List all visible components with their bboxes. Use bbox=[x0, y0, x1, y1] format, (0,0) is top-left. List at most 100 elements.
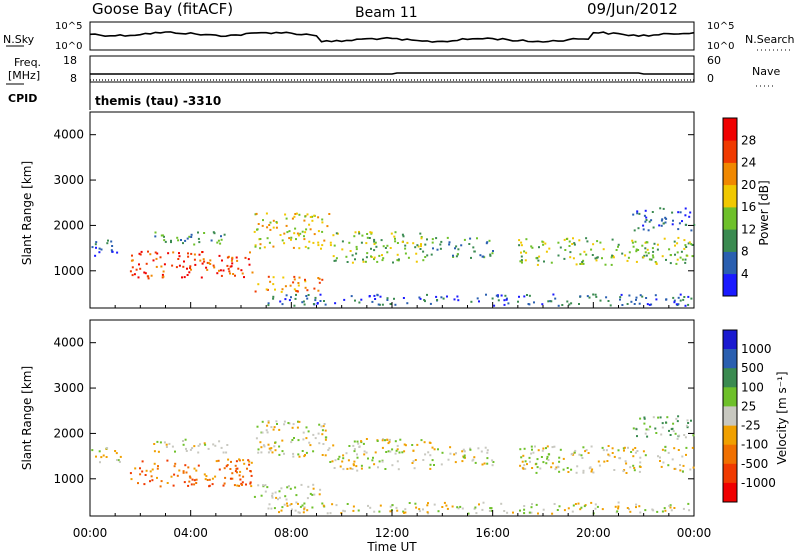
range-cell bbox=[331, 460, 334, 463]
range-cell bbox=[373, 243, 376, 245]
range-cell bbox=[94, 243, 97, 246]
range-cell bbox=[321, 429, 324, 432]
range-cell bbox=[595, 295, 598, 298]
range-cell bbox=[273, 507, 276, 510]
range-cell bbox=[278, 428, 281, 431]
range-cell bbox=[292, 423, 295, 426]
range-cell bbox=[628, 251, 631, 254]
range-cell bbox=[386, 299, 389, 301]
range-cell bbox=[677, 211, 680, 214]
range-cell bbox=[607, 453, 610, 456]
range-cell bbox=[407, 256, 410, 259]
range-cell bbox=[469, 447, 472, 450]
range-cell bbox=[294, 486, 297, 489]
range-cell bbox=[547, 300, 550, 303]
range-cell bbox=[102, 454, 105, 457]
range-cell bbox=[636, 212, 639, 215]
power-colorbar-label: Power [dB] bbox=[757, 180, 771, 245]
range-cell bbox=[455, 255, 458, 258]
range-cell bbox=[412, 242, 415, 245]
range-cell bbox=[182, 265, 185, 268]
range-cell bbox=[512, 511, 514, 514]
range-cell bbox=[264, 490, 267, 493]
range-cell bbox=[492, 461, 495, 463]
range-cell bbox=[638, 212, 641, 215]
range-cell bbox=[248, 460, 251, 463]
range-cell bbox=[674, 253, 676, 256]
range-cell bbox=[436, 299, 439, 301]
range-cell bbox=[116, 459, 119, 461]
range-cell bbox=[691, 244, 694, 246]
range-cell bbox=[95, 241, 98, 244]
range-cell bbox=[272, 295, 275, 298]
range-cell bbox=[575, 263, 578, 266]
range-cell bbox=[296, 232, 299, 235]
range-cell bbox=[655, 432, 658, 434]
range-cell bbox=[248, 463, 251, 466]
range-cell bbox=[254, 245, 257, 248]
range-cell bbox=[524, 259, 527, 262]
range-cell bbox=[411, 444, 414, 446]
range-cell bbox=[363, 450, 366, 453]
range-cell bbox=[347, 459, 350, 462]
range-cell bbox=[642, 450, 645, 453]
range-cell bbox=[579, 295, 582, 298]
range-cell bbox=[324, 429, 327, 432]
range-cell bbox=[581, 457, 584, 459]
range-cell bbox=[265, 288, 268, 291]
range-cell bbox=[622, 447, 625, 450]
range-cell bbox=[195, 482, 198, 484]
range-cell bbox=[557, 241, 560, 244]
range-cell bbox=[645, 254, 648, 257]
range-cell bbox=[137, 276, 140, 279]
range-cell bbox=[144, 272, 147, 275]
range-cell bbox=[528, 511, 531, 514]
x-tick-label: 00:00 bbox=[73, 526, 108, 540]
range-cell bbox=[248, 263, 251, 266]
range-cell bbox=[326, 512, 329, 515]
range-cell bbox=[358, 232, 361, 235]
range-cell bbox=[244, 256, 247, 259]
colorbar-swatch bbox=[723, 251, 737, 275]
range-cell bbox=[298, 247, 301, 250]
range-cell bbox=[369, 231, 372, 234]
range-cell bbox=[305, 228, 308, 231]
range-cell bbox=[519, 464, 522, 467]
range-cell bbox=[455, 245, 458, 248]
range-cell bbox=[312, 241, 315, 244]
range-cell bbox=[523, 505, 526, 507]
range-cell bbox=[214, 444, 217, 447]
range-cell bbox=[579, 253, 582, 256]
range-cell bbox=[239, 470, 242, 473]
range-cell bbox=[523, 447, 526, 450]
range-cell bbox=[495, 294, 498, 297]
range-cell bbox=[656, 510, 659, 513]
range-cell bbox=[684, 304, 687, 307]
range-cell bbox=[287, 422, 290, 424]
range-cell bbox=[582, 259, 585, 262]
range-cell bbox=[303, 502, 306, 505]
range-cell bbox=[500, 502, 503, 505]
range-cell bbox=[260, 451, 263, 454]
range-cell bbox=[220, 446, 223, 449]
range-cell bbox=[367, 457, 369, 460]
range-cell bbox=[433, 448, 436, 451]
range-cell bbox=[275, 420, 278, 423]
range-cell bbox=[519, 260, 522, 263]
range-cell bbox=[95, 455, 97, 458]
range-cell bbox=[203, 442, 206, 445]
colorbar-tick-label: 4 bbox=[741, 267, 749, 281]
range-cell bbox=[249, 251, 251, 254]
range-cell bbox=[420, 439, 423, 442]
range-cell bbox=[379, 295, 382, 298]
range-cell bbox=[373, 238, 376, 241]
range-cell bbox=[651, 508, 654, 511]
range-cell bbox=[403, 511, 405, 514]
range-cell bbox=[554, 468, 557, 471]
range-cell bbox=[261, 224, 264, 227]
range-cell bbox=[393, 297, 395, 300]
range-cell bbox=[145, 262, 148, 265]
colorbar-swatch bbox=[723, 406, 737, 426]
range-cell bbox=[481, 463, 484, 466]
